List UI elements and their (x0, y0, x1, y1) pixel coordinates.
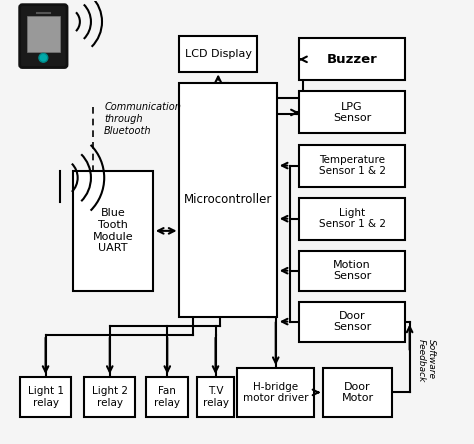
Text: Light 2
relay: Light 2 relay (92, 386, 128, 408)
FancyBboxPatch shape (84, 377, 135, 417)
Circle shape (39, 53, 48, 62)
Text: Door
Sensor: Door Sensor (333, 311, 371, 333)
FancyBboxPatch shape (237, 368, 314, 417)
FancyBboxPatch shape (299, 38, 405, 80)
FancyBboxPatch shape (20, 377, 71, 417)
FancyBboxPatch shape (146, 377, 188, 417)
Text: Communication
through
Bluetooth: Communication through Bluetooth (104, 103, 181, 136)
Text: Blue
Tooth
Module
UART: Blue Tooth Module UART (93, 208, 133, 253)
Text: Microcontroller: Microcontroller (184, 194, 273, 206)
FancyBboxPatch shape (299, 251, 405, 291)
Text: Motion
Sensor: Motion Sensor (333, 260, 371, 281)
FancyBboxPatch shape (299, 91, 405, 134)
Text: Door
Motor: Door Motor (342, 381, 374, 403)
Text: Software
Feedback: Software Feedback (416, 339, 436, 382)
FancyBboxPatch shape (73, 171, 153, 291)
FancyBboxPatch shape (20, 5, 67, 67)
Text: Light 1
relay: Light 1 relay (27, 386, 64, 408)
FancyBboxPatch shape (323, 368, 392, 417)
Text: Fan
relay: Fan relay (155, 386, 180, 408)
Text: Buzzer: Buzzer (327, 53, 377, 66)
FancyBboxPatch shape (180, 36, 257, 71)
Text: Temperature
Sensor 1 & 2: Temperature Sensor 1 & 2 (319, 155, 385, 176)
Text: H-bridge
motor driver: H-bridge motor driver (243, 381, 309, 403)
FancyBboxPatch shape (299, 198, 405, 240)
Text: LPG
Sensor: LPG Sensor (333, 102, 371, 123)
FancyBboxPatch shape (197, 377, 234, 417)
Text: LCD Display: LCD Display (185, 49, 252, 59)
Text: Light
Sensor 1 & 2: Light Sensor 1 & 2 (319, 208, 385, 230)
FancyBboxPatch shape (299, 145, 405, 186)
Text: T.V
relay: T.V relay (202, 386, 228, 408)
FancyBboxPatch shape (299, 301, 405, 341)
FancyBboxPatch shape (180, 83, 277, 317)
FancyBboxPatch shape (27, 16, 60, 52)
